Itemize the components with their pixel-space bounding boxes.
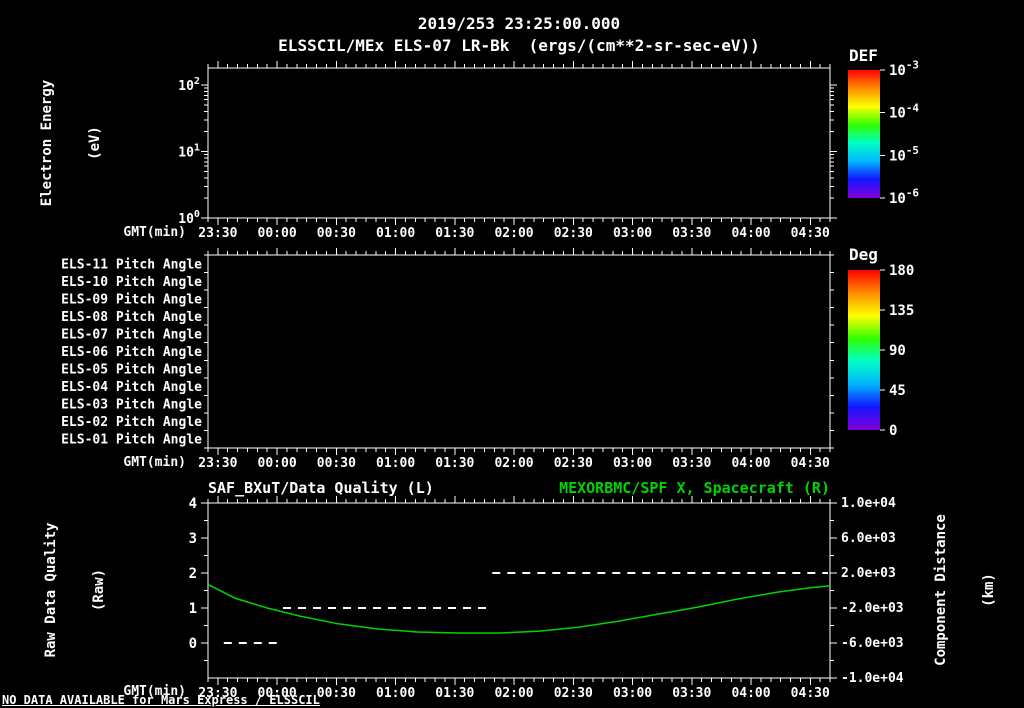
svg-text:10-3: 10-3 xyxy=(889,59,919,79)
electron-energy-axis-label-line2: (eV) xyxy=(87,126,103,160)
svg-text:-2.0e+03: -2.0e+03 xyxy=(841,601,904,616)
component-distance-axis-label-line2: (km) xyxy=(981,573,997,607)
svg-text:23:30: 23:30 xyxy=(198,226,237,241)
svg-text:01:00: 01:00 xyxy=(376,686,415,701)
svg-text:03:30: 03:30 xyxy=(672,226,711,241)
quality-panel-title-right: MEXORBMC/SPF X, Spacecraft (R) xyxy=(559,479,830,497)
raw-data-quality-axis-label-line1: Raw Data Quality xyxy=(43,522,59,658)
svg-text:01:30: 01:30 xyxy=(435,456,474,471)
svg-text:45: 45 xyxy=(889,383,906,399)
svg-text:ELS-09 Pitch Angle: ELS-09 Pitch Angle xyxy=(61,292,202,307)
svg-text:03:00: 03:00 xyxy=(613,456,652,471)
svg-text:02:30: 02:30 xyxy=(554,456,593,471)
svg-text:02:00: 02:00 xyxy=(494,226,533,241)
svg-text:6.0e+03: 6.0e+03 xyxy=(841,531,896,546)
svg-text:00:30: 00:30 xyxy=(317,686,356,701)
svg-text:00:00: 00:00 xyxy=(258,226,297,241)
svg-text:90: 90 xyxy=(889,343,906,359)
svg-text:-1.0e+04: -1.0e+04 xyxy=(841,671,904,686)
gmt-axis-label-middle: GMT(min) xyxy=(123,455,186,470)
timestamp-title: 2019/253 23:25:00.000 xyxy=(417,14,621,33)
svg-text:04:30: 04:30 xyxy=(791,686,830,701)
svg-text:04:00: 04:00 xyxy=(731,226,770,241)
svg-text:01:30: 01:30 xyxy=(435,686,474,701)
svg-text:02:00: 02:00 xyxy=(494,686,533,701)
svg-text:-6.0e+03: -6.0e+03 xyxy=(841,636,904,651)
raw-data-quality-axis-label-line2: (Raw) xyxy=(91,568,107,612)
svg-text:04:00: 04:00 xyxy=(731,686,770,701)
svg-text:00:30: 00:30 xyxy=(317,456,356,471)
svg-text:01:30: 01:30 xyxy=(435,226,474,241)
svg-text:23:30: 23:30 xyxy=(198,456,237,471)
svg-text:ELS-11 Pitch Angle: ELS-11 Pitch Angle xyxy=(61,257,202,272)
svg-text:0: 0 xyxy=(889,423,897,439)
svg-text:102: 102 xyxy=(178,76,200,94)
svg-text:ELS-03 Pitch Angle: ELS-03 Pitch Angle xyxy=(61,398,202,413)
plot-title: ELSSCIL/MEx ELS-07 LR-Bk (ergs/(cm**2-sr… xyxy=(278,36,760,55)
svg-text:ELS-10 Pitch Angle: ELS-10 Pitch Angle xyxy=(61,275,202,290)
svg-text:02:00: 02:00 xyxy=(494,456,533,471)
svg-text:ELS-01 Pitch Angle: ELS-01 Pitch Angle xyxy=(61,433,202,448)
svg-text:ELS-05 Pitch Angle: ELS-05 Pitch Angle xyxy=(61,363,202,378)
svg-text:02:30: 02:30 xyxy=(554,226,593,241)
svg-text:3: 3 xyxy=(189,531,197,547)
energy-spectrogram-panel: 23:30 00:00 00:30 01:00 01:30 02:00 02:30 03:00… xyxy=(178,61,837,241)
svg-text:04:00: 04:00 xyxy=(731,456,770,471)
svg-text:03:00: 03:00 xyxy=(613,226,652,241)
def-colorbar: 10-3 10-4 10-5 10-6 xyxy=(848,59,919,207)
no-data-message: NO DATA AVAILABLE for Mars Express / ELS… xyxy=(2,693,320,707)
svg-text:02:30: 02:30 xyxy=(554,686,593,701)
gmt-axis-label-top: GMT(min) xyxy=(123,225,186,240)
electron-energy-axis-label-line1: Electron Energy xyxy=(39,79,55,207)
svg-text:135: 135 xyxy=(889,303,914,319)
svg-text:23:30: 23:30 xyxy=(198,686,237,701)
def-colorbar-title: DEF xyxy=(849,46,878,65)
deg-colorbar: 180 135 90 45 0 xyxy=(848,263,914,439)
svg-text:101: 101 xyxy=(178,143,200,161)
deg-colorbar-title: Deg xyxy=(849,245,878,264)
svg-text:03:30: 03:30 xyxy=(672,686,711,701)
svg-text:10-6: 10-6 xyxy=(889,187,919,207)
svg-text:04:30: 04:30 xyxy=(791,456,830,471)
svg-text:10-4: 10-4 xyxy=(889,101,919,121)
component-distance-axis-label-line1: Component Distance xyxy=(933,514,949,666)
electron-energy-axis-label: Electron Energy (eV) xyxy=(7,80,135,206)
svg-text:ELS-06 Pitch Angle: ELS-06 Pitch Angle xyxy=(61,345,202,360)
svg-text:03:30: 03:30 xyxy=(672,456,711,471)
svg-text:01:00: 01:00 xyxy=(376,456,415,471)
svg-text:01:00: 01:00 xyxy=(376,226,415,241)
data-quality-steps xyxy=(223,572,828,644)
svg-text:100: 100 xyxy=(178,209,200,227)
svg-text:2.0e+03: 2.0e+03 xyxy=(841,566,896,581)
gmt-axis-label-bottom: GMT(min) xyxy=(123,684,186,699)
quality-panel-title-left: SAF_BXuT/Data Quality (L) xyxy=(208,479,434,497)
svg-text:ELS-02 Pitch Angle: ELS-02 Pitch Angle xyxy=(61,415,202,430)
svg-text:00:00: 00:00 xyxy=(258,456,297,471)
spacecraft-x-curve xyxy=(207,583,831,634)
svg-text:1: 1 xyxy=(189,601,197,617)
svg-text:ELS-04 Pitch Angle: ELS-04 Pitch Angle xyxy=(61,380,202,395)
svg-text:180: 180 xyxy=(889,263,914,279)
svg-text:00:30: 00:30 xyxy=(317,226,356,241)
svg-text:ELS-08 Pitch Angle: ELS-08 Pitch Angle xyxy=(61,310,202,325)
component-distance-axis-label: Component Distance (km) xyxy=(901,514,1024,666)
raw-data-quality-axis-label: Raw Data Quality (Raw) xyxy=(11,523,139,658)
svg-text:1.0e+04: 1.0e+04 xyxy=(841,496,896,511)
svg-text:0: 0 xyxy=(189,636,197,652)
svg-text:03:00: 03:00 xyxy=(613,686,652,701)
quality-distance-panel: 23:30 00:00 00:30 01:00 01:30 02:00 02:30 03:00… xyxy=(189,496,904,701)
svg-text:4: 4 xyxy=(189,496,197,512)
pitch-angle-panel: 23:30 00:00 00:30 01:00 01:30 02:00 02:30 03:00… xyxy=(61,248,834,471)
svg-text:04:30: 04:30 xyxy=(791,226,830,241)
svg-text:2: 2 xyxy=(189,566,197,582)
svg-text:10-5: 10-5 xyxy=(889,144,919,164)
svg-text:ELS-07 Pitch Angle: ELS-07 Pitch Angle xyxy=(61,327,202,342)
svg-text:00:00: 00:00 xyxy=(258,686,297,701)
